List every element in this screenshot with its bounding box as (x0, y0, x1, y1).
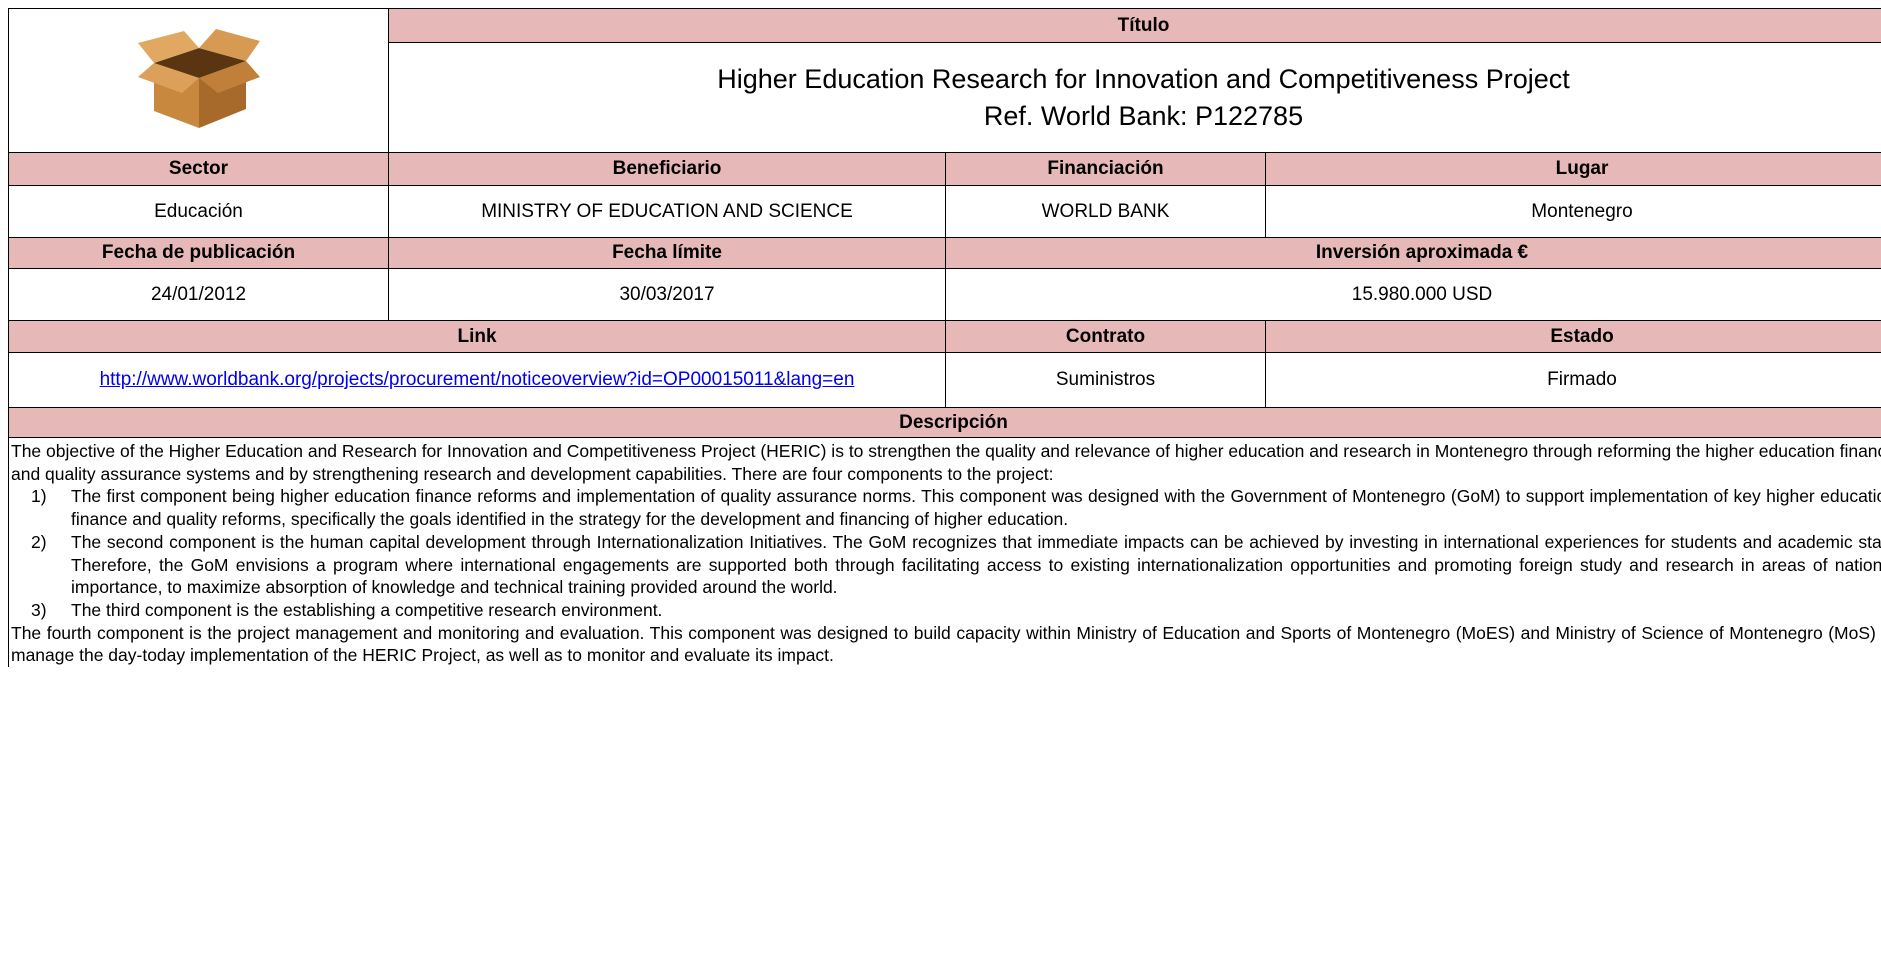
title-cell: Higher Education Research for Innovation… (387, 42, 1881, 153)
label: Inversión aproximada € (944, 237, 1881, 269)
link[interactable]: http://www.worldbank.org/projects/procur… (99, 369, 855, 390)
label: Link (8, 320, 946, 353)
value: 15.980.000 USD (944, 268, 1881, 321)
label: Beneficiario (388, 152, 946, 186)
item-marker: 1) (31, 486, 47, 507)
label: Sector (8, 152, 389, 186)
item-marker: 3) (31, 599, 47, 620)
value: MINISTRY OF EDUCATION AND SCIENCE (388, 185, 946, 238)
value: Suministros (945, 352, 1266, 408)
link-cell: http://www.worldbank.org/projects/procur… (8, 352, 946, 408)
value: 24/01/2012 (8, 268, 389, 321)
description: The objective of the Higher Education an… (7, 437, 1881, 668)
label: Financiación (945, 152, 1266, 186)
value: WORLD BANK (945, 185, 1266, 238)
box-icon (137, 28, 260, 128)
label: Lugar (1264, 152, 1881, 186)
project-table: Título Higher Education Research for Inn… (7, 8, 1881, 668)
item-text: The second component is the human capita… (71, 531, 1881, 598)
label: Estado (1264, 320, 1881, 353)
label: Descripción (7, 407, 1881, 438)
reference: Ref. World Bank: P122785 (983, 100, 1304, 131)
intro: The objective of the Higher Education an… (11, 441, 1881, 484)
label: Fecha de publicación (8, 237, 389, 269)
item-list: 1) The first component being higher educa… (11, 485, 1881, 621)
project-title: Higher Education Research for Innovation… (717, 63, 1570, 94)
item-text: The first component being higher educati… (71, 486, 1881, 530)
title-label: Título (387, 8, 1881, 43)
closing: The fourth component is the project mana… (11, 622, 1881, 666)
logo-cell (8, 8, 389, 153)
item: 3) The third component is the establishin… (11, 599, 1881, 622)
item-marker: 2) (31, 531, 47, 552)
value: Educación (8, 185, 389, 238)
value: Montenegro (1264, 185, 1881, 238)
label: Fecha límite (388, 237, 946, 269)
value: 30/03/2017 (388, 268, 946, 321)
value: Firmado (1264, 352, 1881, 408)
item-text: The third component is the establishing … (71, 599, 663, 620)
item: 2) The second component is the human capi… (11, 531, 1881, 599)
item: 1) The first component being higher educa… (11, 485, 1881, 530)
sheet: Título Higher Education Research for Inn… (7, 8, 1881, 668)
label: Contrato (945, 320, 1266, 353)
